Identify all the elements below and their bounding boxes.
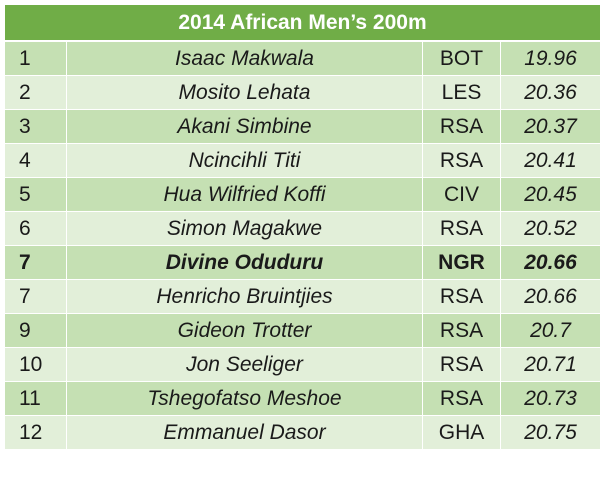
header-row: 2014 African Men’s 200m xyxy=(4,4,601,42)
rank-cell: 1 xyxy=(4,41,67,76)
athlete-name-cell: Isaac Makwala xyxy=(66,41,423,76)
table-row: 7 Henricho Bruintjies RSA 20.66 xyxy=(4,279,601,314)
time-cell: 20.45 xyxy=(500,177,601,212)
table-row: 5 Hua Wilfried Koffi CIV 20.45 xyxy=(4,177,601,212)
table-row: 1 Isaac Makwala BOT 19.96 xyxy=(4,41,601,76)
country-cell: RSA xyxy=(422,381,501,416)
time-cell: 20.73 xyxy=(500,381,601,416)
athlete-name-cell: Divine Oduduru xyxy=(66,245,423,280)
country-cell: CIV xyxy=(422,177,501,212)
table-row: 11 Tshegofatso Meshoe RSA 20.73 xyxy=(4,381,601,416)
athlete-name-cell: Hua Wilfried Koffi xyxy=(66,177,423,212)
rank-cell: 6 xyxy=(4,211,67,246)
rank-cell: 10 xyxy=(4,347,67,382)
rank-cell: 11 xyxy=(4,381,67,416)
athlete-name-cell: Ncincihli Titi xyxy=(66,143,423,178)
table-row: 3 Akani Simbine RSA 20.37 xyxy=(4,109,601,144)
table-row: 10 Jon Seeliger RSA 20.71 xyxy=(4,347,601,382)
athlete-name-cell: Simon Magakwe xyxy=(66,211,423,246)
table-row: 2 Mosito Lehata LES 20.36 xyxy=(4,75,601,110)
country-cell: BOT xyxy=(422,41,501,76)
rank-cell: 5 xyxy=(4,177,67,212)
rank-cell: 7 xyxy=(4,245,67,280)
time-cell: 20.66 xyxy=(500,245,601,280)
athlete-name-cell: Emmanuel Dasor xyxy=(66,415,423,450)
time-cell: 19.96 xyxy=(500,41,601,76)
rank-cell: 9 xyxy=(4,313,67,348)
time-cell: 20.66 xyxy=(500,279,601,314)
athlete-name-cell: Tshegofatso Meshoe xyxy=(66,381,423,416)
athlete-name-cell: Akani Simbine xyxy=(66,109,423,144)
table-title: 2014 African Men’s 200m xyxy=(4,4,601,42)
time-cell: 20.71 xyxy=(500,347,601,382)
country-cell: RSA xyxy=(422,211,501,246)
country-cell: RSA xyxy=(422,109,501,144)
country-cell: LES xyxy=(422,75,501,110)
country-cell: RSA xyxy=(422,279,501,314)
table-row: 9 Gideon Trotter RSA 20.7 xyxy=(4,313,601,348)
time-cell: 20.75 xyxy=(500,415,601,450)
table-row: 4 Ncincihli Titi RSA 20.41 xyxy=(4,143,601,178)
country-cell: RSA xyxy=(422,313,501,348)
time-cell: 20.37 xyxy=(500,109,601,144)
time-cell: 20.52 xyxy=(500,211,601,246)
time-cell: 20.7 xyxy=(500,313,601,348)
table-body: 1 Isaac Makwala BOT 19.96 2 Mosito Lehat… xyxy=(4,41,601,450)
country-cell: GHA xyxy=(422,415,501,450)
rank-cell: 3 xyxy=(4,109,67,144)
rank-cell: 7 xyxy=(4,279,67,314)
highlighted-table-row: 7 Divine Oduduru NGR 20.66 xyxy=(4,245,601,280)
athlete-name-cell: Mosito Lehata xyxy=(66,75,423,110)
athlete-name-cell: Gideon Trotter xyxy=(66,313,423,348)
rank-cell: 2 xyxy=(4,75,67,110)
time-cell: 20.41 xyxy=(500,143,601,178)
time-cell: 20.36 xyxy=(500,75,601,110)
country-cell: NGR xyxy=(422,245,501,280)
rank-cell: 12 xyxy=(4,415,67,450)
rank-cell: 4 xyxy=(4,143,67,178)
country-cell: RSA xyxy=(422,143,501,178)
table-row: 6 Simon Magakwe RSA 20.52 xyxy=(4,211,601,246)
athlete-name-cell: Henricho Bruintjies xyxy=(66,279,423,314)
athlete-name-cell: Jon Seeliger xyxy=(66,347,423,382)
ranking-table: 2014 African Men’s 200m 1 Isaac Makwala … xyxy=(4,4,601,450)
table-row: 12 Emmanuel Dasor GHA 20.75 xyxy=(4,415,601,450)
country-cell: RSA xyxy=(422,347,501,382)
